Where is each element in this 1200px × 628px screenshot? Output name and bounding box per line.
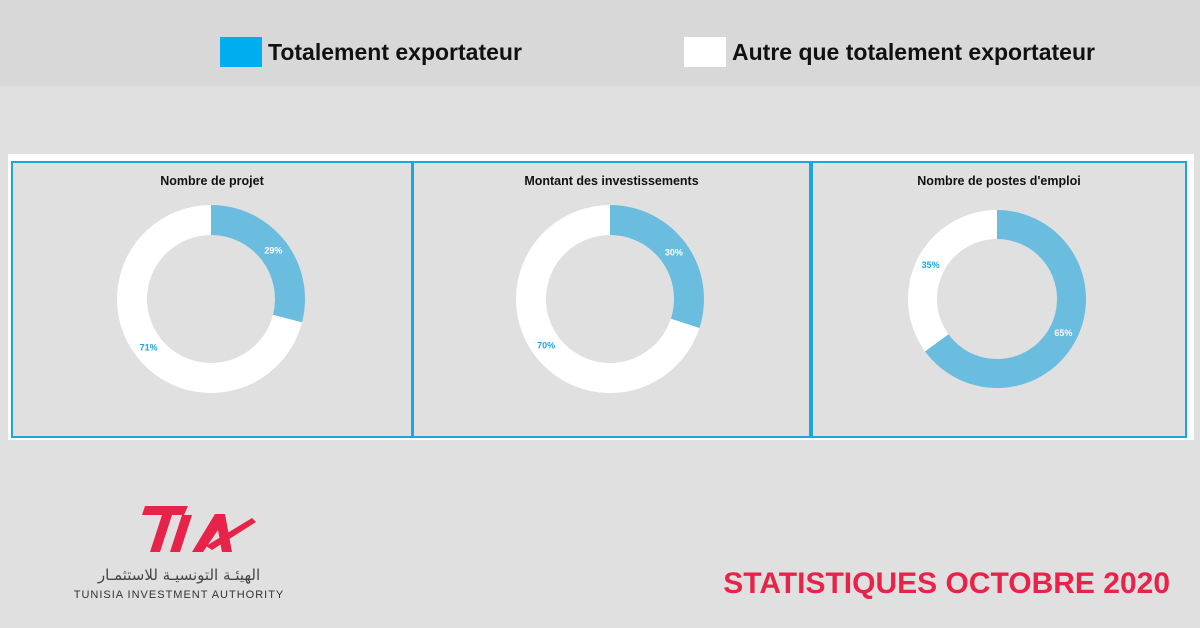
chart-title: Nombre de postes d'emploi <box>917 174 1081 188</box>
donut-slice-autre <box>908 210 997 352</box>
tia-logo-mark <box>142 506 256 552</box>
legend-item-autre: Autre que totalement exportateur <box>684 37 1095 67</box>
data-label: 29% <box>264 246 282 256</box>
legend-label-secondary: Autre que totalement exportateur <box>732 38 1095 65</box>
chart-title: Montant des investissements <box>524 174 699 188</box>
footer-title: STATISTIQUES OCTOBRE 2020 <box>723 567 1170 600</box>
data-label: 30% <box>665 248 683 258</box>
legend-item-totalement-exportateur: Totalement exportateur <box>220 37 522 67</box>
donut-slice-autre <box>116 205 303 393</box>
legend-bar: Totalement exportateur Autre que totalem… <box>0 0 1200 86</box>
donut-chart: 30% 70% <box>516 205 704 393</box>
donut-slice-totalement-exportateur <box>211 205 305 323</box>
legend-swatch-secondary <box>684 37 726 67</box>
logo-arabic-text: الهيئـة التونسيـة للاستثمـار <box>97 566 261 584</box>
logo-english-text: TUNISIA INVESTMENT AUTHORITY <box>73 589 285 601</box>
data-label: 65% <box>1054 328 1072 338</box>
data-label: 70% <box>537 340 555 350</box>
donut-slice-totalement-exportateur <box>924 210 1086 388</box>
chart-panel-emplois: Nombre de postes d'emploi 65% 35% <box>811 161 1187 438</box>
donut-slice-totalement-exportateur <box>610 205 704 329</box>
legend-label-primary: Totalement exportateur <box>268 38 522 65</box>
donut-chart: 65% 35% <box>908 210 1086 388</box>
donut-chart: 29% 71% <box>116 205 305 393</box>
data-label: 35% <box>922 260 940 270</box>
data-label: 71% <box>140 342 158 352</box>
tia-logo: الهيئـة التونسيـة للاستثمـار TUNISIA INV… <box>70 500 300 610</box>
legend-swatch-primary <box>220 37 262 67</box>
donut-slice-autre <box>516 205 700 393</box>
chart-panel-projets: Nombre de projet 29% 71% <box>11 161 413 438</box>
chart-title: Nombre de projet <box>160 174 264 188</box>
chart-panel-investissements: Montant des investissements 30% 70% <box>412 161 811 438</box>
